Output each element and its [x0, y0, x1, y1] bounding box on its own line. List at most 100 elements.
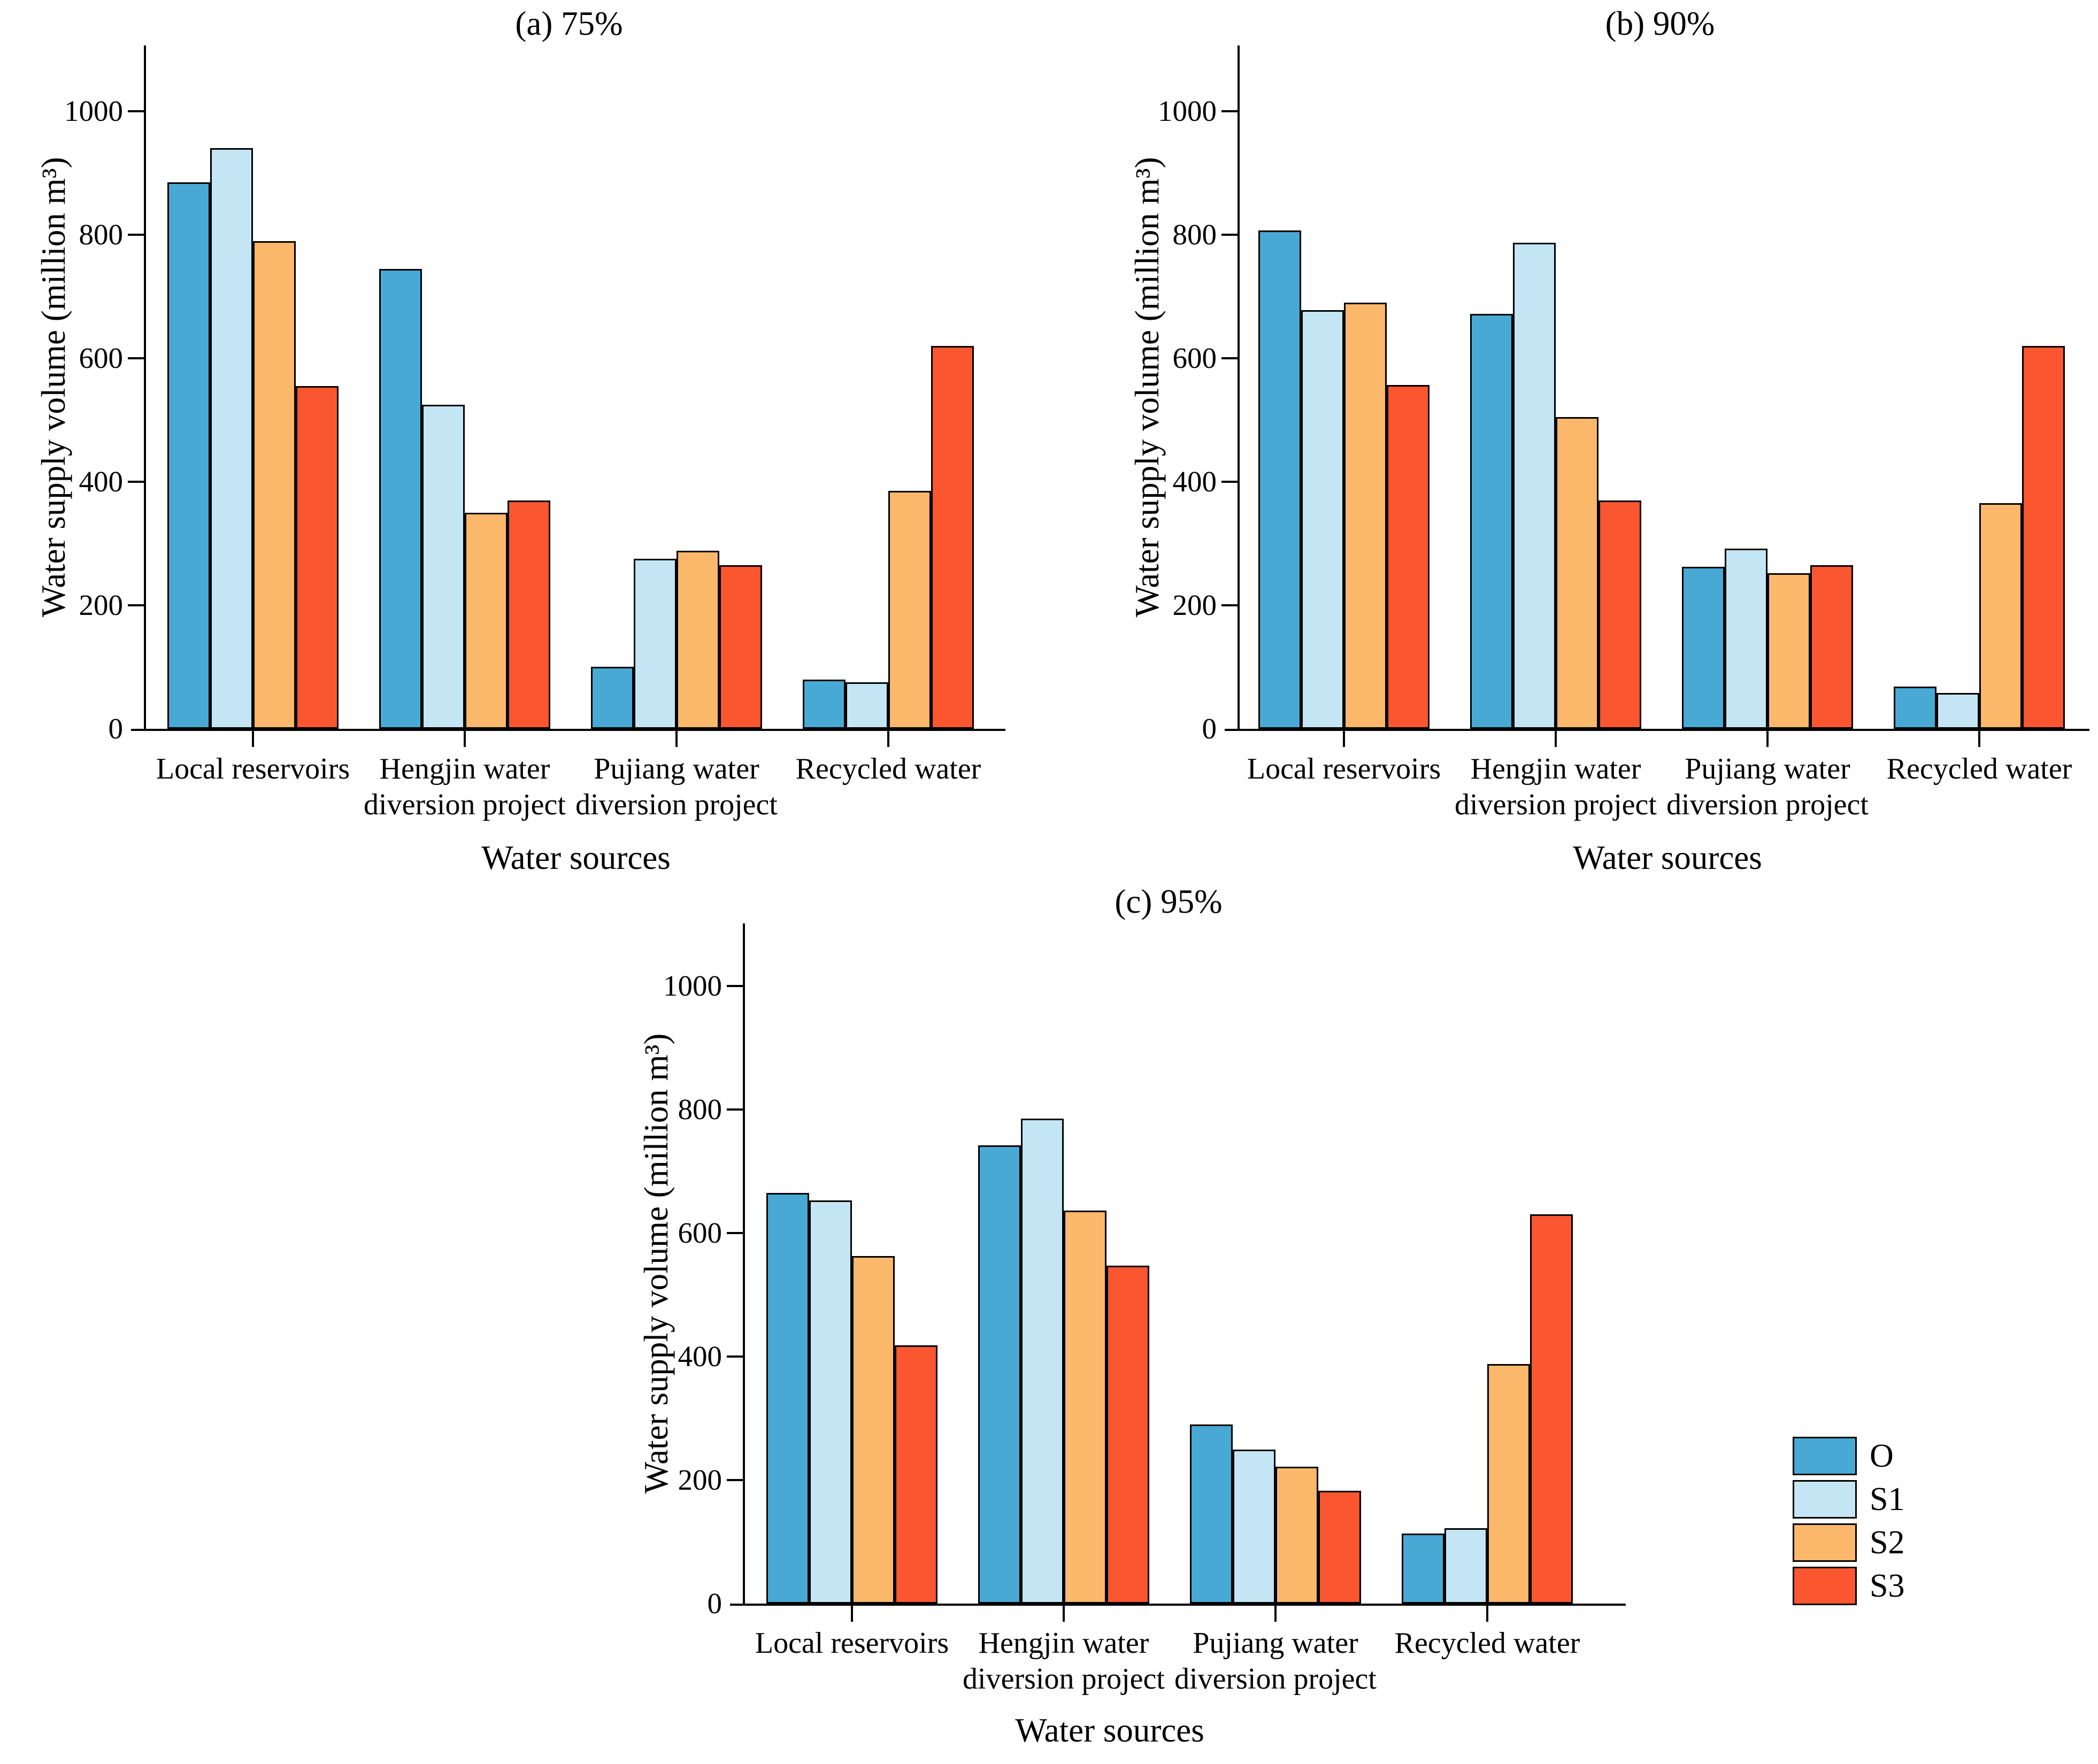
y-tick-mark	[727, 1232, 743, 1234]
y-tick-mark	[128, 481, 144, 483]
x-tick-mark	[1343, 731, 1345, 747]
legend-swatch-S1	[1793, 1480, 1857, 1519]
bar-a-S2-cat3	[888, 491, 931, 729]
x-axis-title: Water sources	[1573, 839, 1762, 876]
bar-b-S3-cat0	[1387, 385, 1430, 729]
x-category-label: Pujiang water diversion project	[575, 752, 778, 821]
y-tick-label: 200	[79, 589, 124, 621]
bar-a-S3-cat3	[931, 346, 974, 729]
x-category-label: Pujiang water diversion project	[1666, 752, 1869, 821]
bar-c-S3-cat3	[1530, 1214, 1573, 1604]
legend-label: S2	[1870, 1524, 1905, 1561]
x-category-label: Local reservoirs	[1247, 752, 1441, 785]
y-tick-mark	[727, 1479, 743, 1481]
bar-a-S1-cat1	[422, 405, 465, 729]
x-tick-mark	[1555, 731, 1557, 747]
y-tick-mark	[1221, 110, 1238, 112]
x-category-label: Hengjin water diversion project	[963, 1627, 1165, 1696]
x-category-label: Recycled water	[795, 752, 981, 785]
x-category-label: Hengjin water diversion project	[1455, 752, 1657, 821]
bar-c-S1-cat0	[809, 1200, 852, 1604]
y-tick-mark	[727, 1108, 743, 1111]
bar-b-S2-cat0	[1344, 303, 1387, 729]
bar-b-S2-cat3	[1979, 503, 2022, 729]
legend-swatch-O	[1793, 1437, 1857, 1475]
bar-a-S1-cat3	[846, 682, 888, 729]
y-tick-label: 600	[678, 1216, 723, 1249]
y-axis-title: Water supply volume (million m³)	[1128, 157, 1166, 618]
y-tick-mark	[1221, 481, 1238, 483]
bar-a-S3-cat0	[296, 386, 339, 729]
bar-a-S1-cat0	[210, 148, 253, 729]
bar-a-S3-cat2	[719, 565, 762, 729]
y-axis-line	[743, 923, 745, 1604]
bar-a-S2-cat1	[465, 513, 508, 729]
bar-c-S2-cat3	[1487, 1364, 1530, 1604]
panel-title: (b) 90%	[1605, 5, 1715, 42]
legend-label: S1	[1870, 1481, 1905, 1517]
x-axis-line	[730, 1604, 1626, 1606]
y-tick-mark	[128, 234, 144, 236]
bar-b-S1-cat2	[1725, 549, 1767, 729]
x-axis-line	[1225, 729, 2089, 731]
bar-c-S3-cat0	[895, 1345, 937, 1604]
y-tick-label: 200	[1172, 589, 1217, 621]
bar-b-S1-cat0	[1301, 310, 1344, 729]
panel-title: (c) 95%	[1115, 883, 1223, 920]
bar-c-S1-cat1	[1021, 1119, 1064, 1604]
y-tick-label: 400	[79, 465, 124, 498]
bar-b-S3-cat1	[1599, 500, 1641, 729]
x-category-label: Recycled water	[1394, 1627, 1580, 1660]
y-tick-mark	[128, 357, 144, 359]
legend-label: O	[1870, 1438, 1894, 1474]
y-axis-title: Water supply volume (million m³)	[35, 157, 72, 618]
legend-swatch-S2	[1793, 1523, 1857, 1562]
y-tick-label: 600	[79, 342, 124, 374]
bar-b-S1-cat3	[1936, 693, 1979, 729]
bar-b-O-cat0	[1258, 230, 1301, 729]
x-category-label: Pujiang water diversion project	[1174, 1627, 1377, 1696]
y-axis-line	[1238, 45, 1240, 729]
y-tick-label: 200	[678, 1463, 723, 1496]
bar-c-S2-cat0	[852, 1256, 895, 1604]
bar-b-S2-cat2	[1767, 573, 1810, 729]
y-tick-label: 800	[1172, 218, 1217, 251]
bar-a-S2-cat2	[677, 551, 719, 729]
x-tick-mark	[1978, 731, 1980, 747]
y-tick-mark	[1221, 604, 1238, 606]
bar-c-S3-cat2	[1318, 1491, 1361, 1604]
x-axis-title: Water sources	[1015, 1712, 1204, 1749]
bar-c-S2-cat1	[1064, 1211, 1106, 1604]
x-tick-mark	[1766, 731, 1769, 747]
bar-a-O-cat1	[379, 269, 422, 729]
y-axis-line	[144, 45, 146, 729]
x-tick-mark	[675, 731, 678, 747]
y-tick-label: 400	[678, 1340, 723, 1373]
bar-c-S2-cat2	[1275, 1467, 1318, 1604]
x-category-label: Recycled water	[1886, 752, 2072, 785]
bar-b-O-cat1	[1470, 314, 1513, 729]
bar-b-S3-cat2	[1810, 565, 1853, 729]
y-tick-label: 1000	[663, 969, 722, 1002]
x-tick-mark	[464, 731, 466, 747]
bar-a-S2-cat0	[253, 241, 296, 729]
x-tick-mark	[887, 731, 889, 747]
bar-a-O-cat2	[591, 667, 634, 729]
bar-c-O-cat3	[1402, 1534, 1444, 1604]
bar-c-O-cat0	[766, 1193, 809, 1604]
bar-c-S1-cat3	[1444, 1528, 1487, 1604]
bar-c-O-cat2	[1190, 1424, 1233, 1604]
y-tick-label: 800	[678, 1093, 723, 1126]
y-tick-mark	[1221, 357, 1238, 359]
y-axis-title: Water supply volume (million m³)	[637, 1033, 675, 1494]
x-axis-title: Water sources	[481, 839, 671, 876]
bar-c-S1-cat2	[1233, 1450, 1275, 1604]
y-tick-mark	[727, 1355, 743, 1358]
x-category-label: Local reservoirs	[755, 1627, 949, 1660]
bar-c-S3-cat1	[1106, 1266, 1149, 1604]
